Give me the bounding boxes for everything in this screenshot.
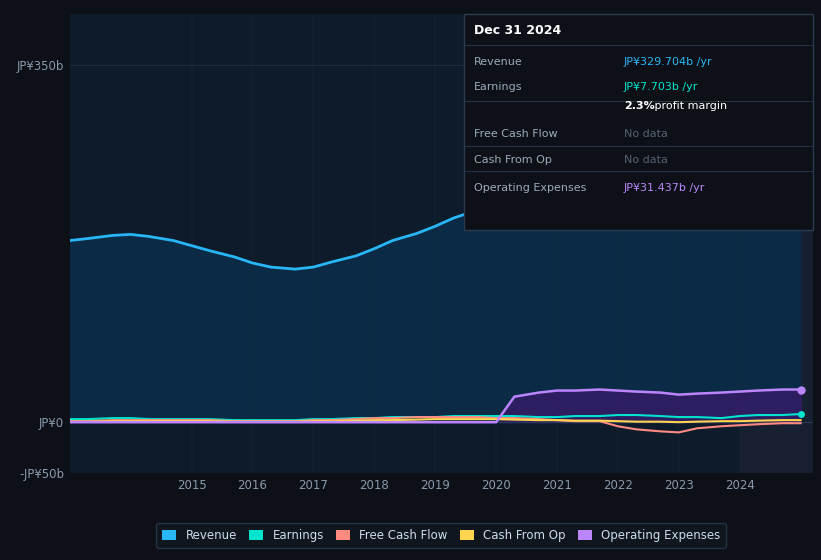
Text: Dec 31 2024: Dec 31 2024 [474, 24, 561, 38]
Legend: Revenue, Earnings, Free Cash Flow, Cash From Op, Operating Expenses: Revenue, Earnings, Free Cash Flow, Cash … [156, 523, 727, 548]
Text: Revenue: Revenue [474, 57, 522, 67]
Text: No data: No data [624, 129, 667, 139]
Text: Operating Expenses: Operating Expenses [474, 183, 586, 193]
Text: JP¥31.437b /yr: JP¥31.437b /yr [624, 183, 705, 193]
Text: profit margin: profit margin [651, 101, 727, 111]
Text: No data: No data [624, 155, 667, 165]
Text: JP¥329.704b /yr: JP¥329.704b /yr [624, 57, 713, 67]
Bar [740, 14, 813, 473]
Text: Free Cash Flow: Free Cash Flow [474, 129, 557, 139]
Text: Earnings: Earnings [474, 82, 522, 92]
Text: 2.3%: 2.3% [624, 101, 654, 111]
Text: Cash From Op: Cash From Op [474, 155, 552, 165]
Text: JP¥7.703b /yr: JP¥7.703b /yr [624, 82, 699, 92]
